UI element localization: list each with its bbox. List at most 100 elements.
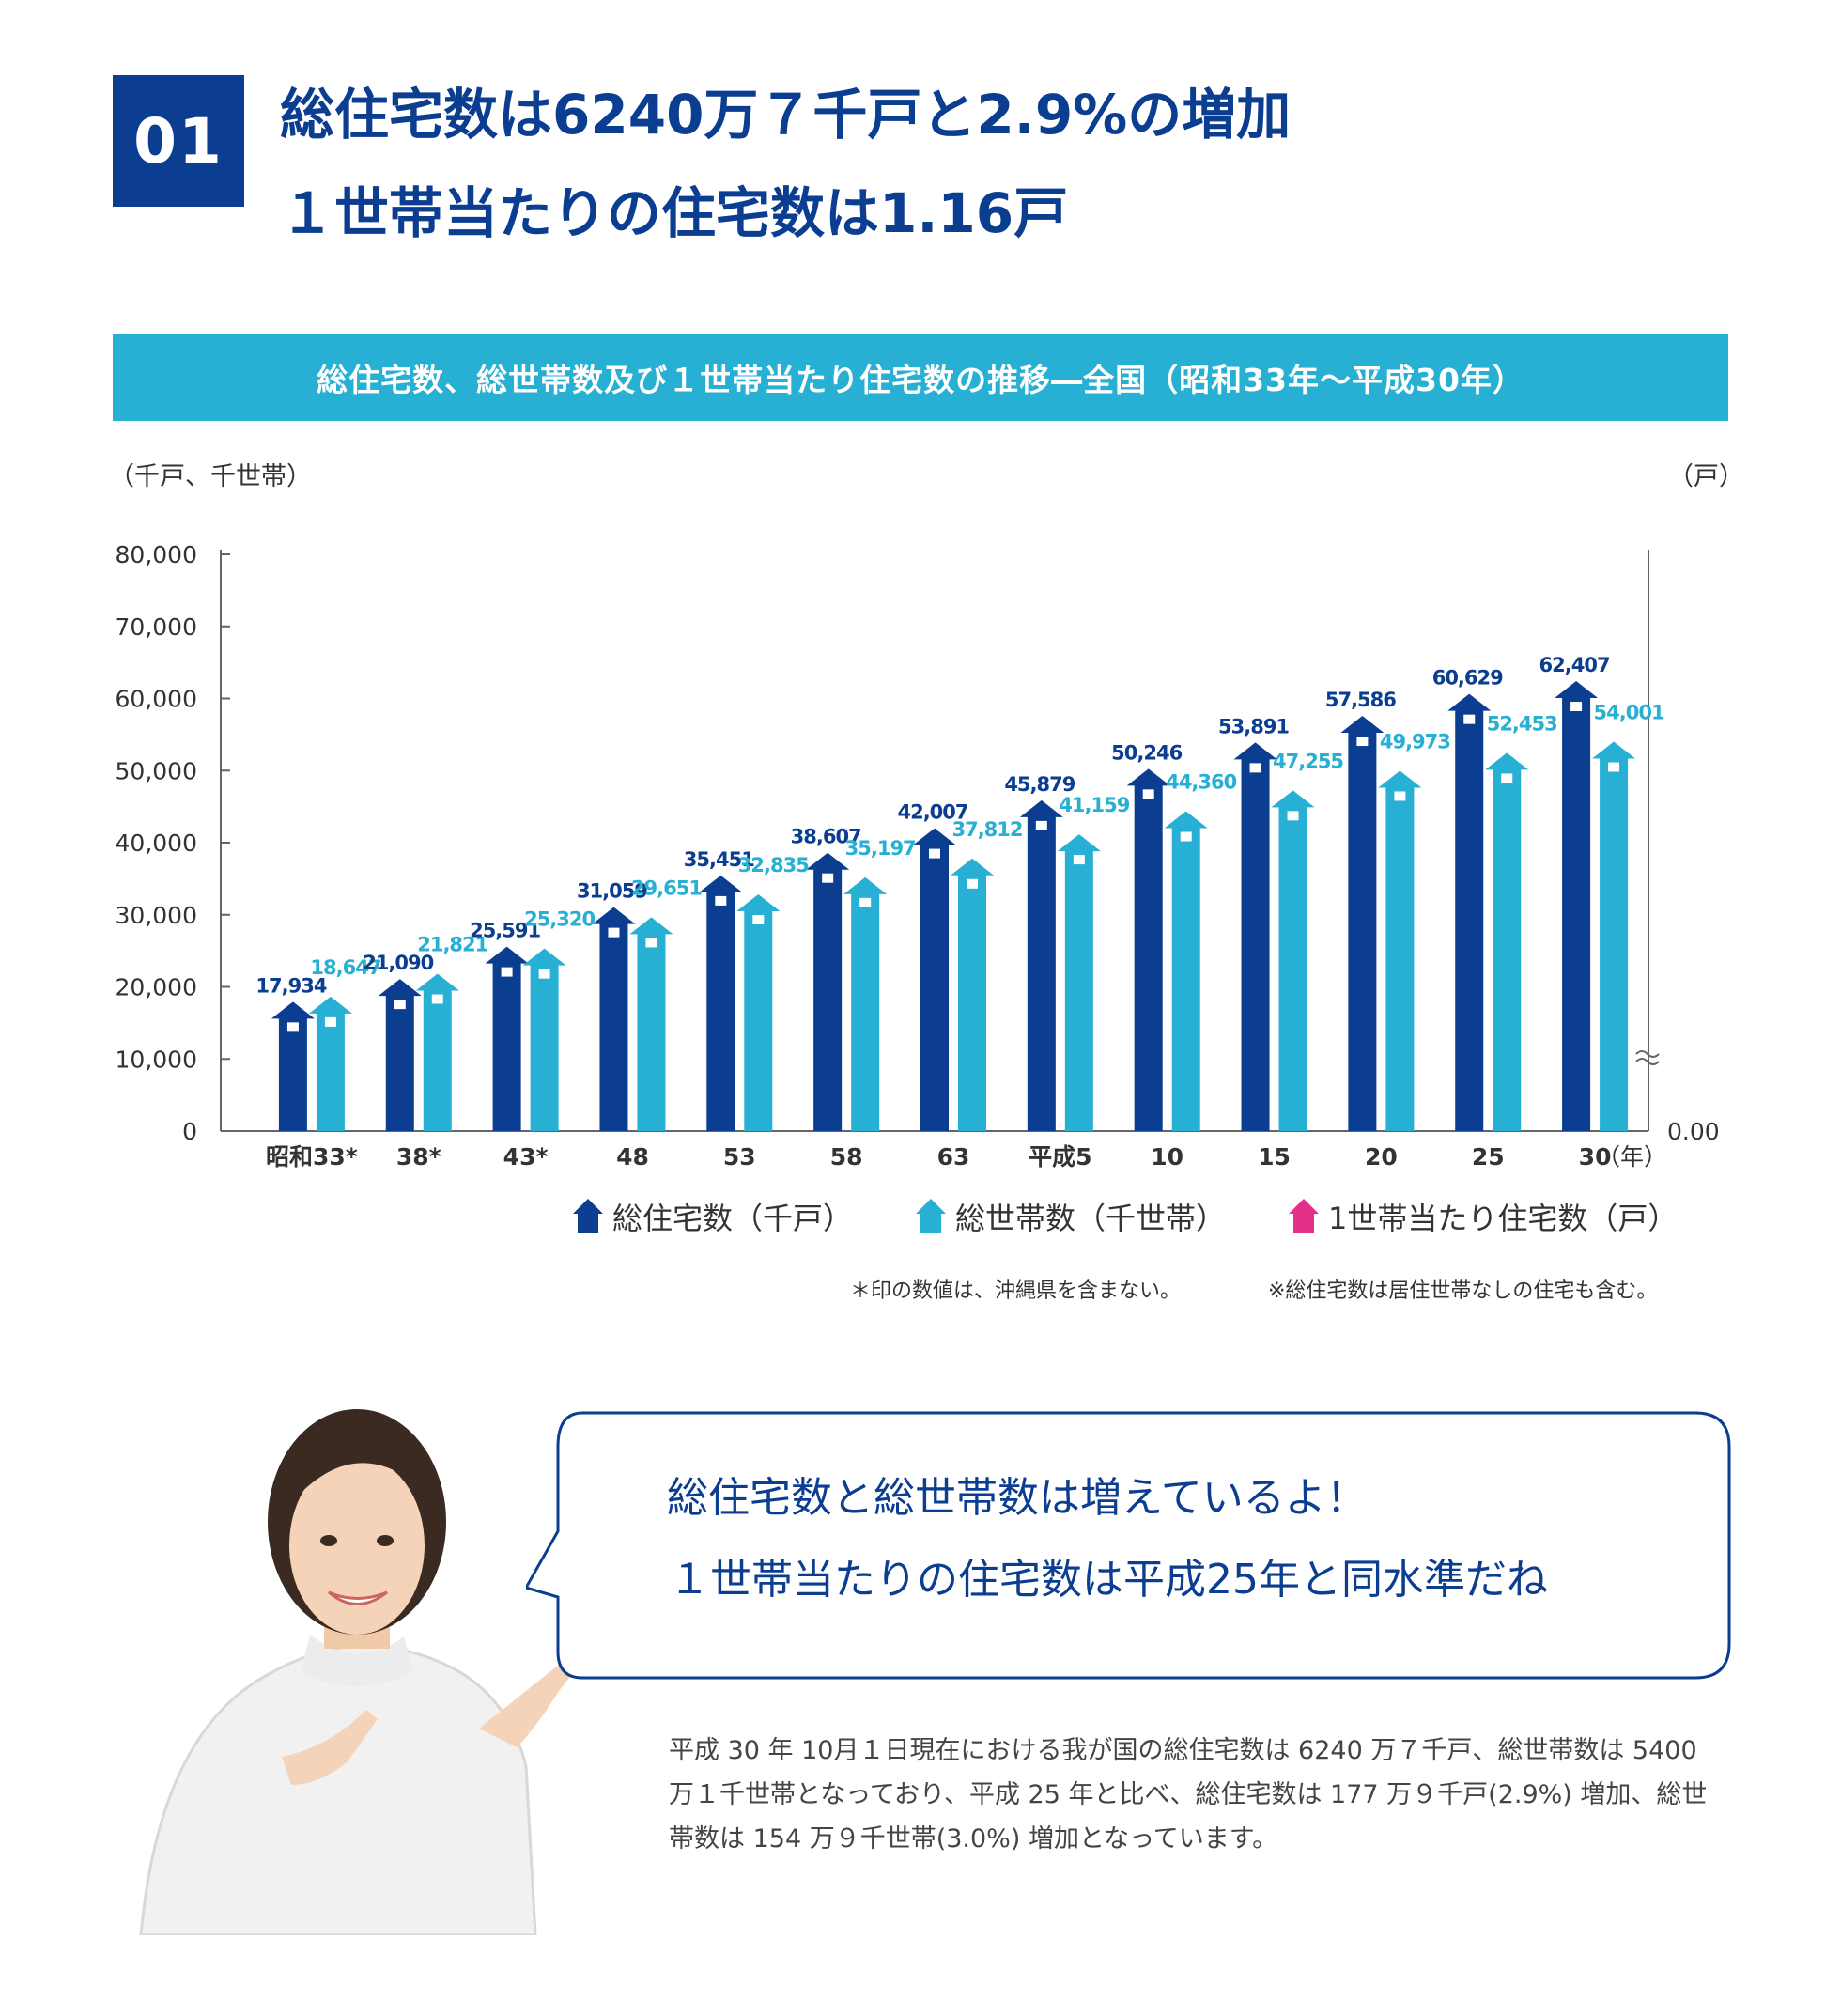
- household-value-label: 44,360: [1166, 771, 1236, 794]
- housing-bar: [1555, 681, 1599, 1131]
- housing-value-label: 25,591: [470, 920, 540, 942]
- housing-chart: （千戸、千世帯） （戸） 80,000 70,000 60,000 50,000 40,…: [109, 462, 1744, 1236]
- household-value-label: 54,001: [1594, 702, 1664, 724]
- bar-shape: [699, 875, 743, 1131]
- household-bar: [843, 876, 888, 1131]
- household-value-label: 37,812: [951, 818, 1022, 841]
- x-tick-label: 63: [937, 1143, 970, 1171]
- household-bar: [1485, 752, 1529, 1131]
- legend-item: 1世帯当たり住宅数（戸）: [1289, 1199, 1678, 1236]
- bar-window-icon: [967, 878, 978, 889]
- bar-shape: [1019, 799, 1063, 1131]
- bar-shape: [308, 996, 352, 1131]
- bar-shape: [1378, 770, 1422, 1131]
- housing-bar: [592, 907, 636, 1131]
- housing-value-label: 35,451: [684, 848, 754, 871]
- bar-window-icon: [1073, 855, 1085, 865]
- x-tick-label: 58: [830, 1143, 863, 1171]
- x-tick-label: 38*: [396, 1143, 441, 1171]
- housing-value-label: 31,059: [577, 880, 647, 903]
- bar-window-icon: [1287, 811, 1299, 821]
- bar-window-icon: [929, 848, 940, 859]
- right-tick-label: 0.00: [1667, 1118, 1720, 1145]
- footnote-housing: ※総住宅数は居住世帯なしの住宅も含む。: [1268, 1279, 1658, 1303]
- bar-shape: [271, 1001, 315, 1131]
- footnote-okinawa: ＊印の数値は、沖縄県を含まない。: [850, 1279, 1182, 1303]
- bar-window-icon: [501, 967, 513, 977]
- housing-bar: [271, 1001, 315, 1131]
- speech-line-1: 総住宅数と総世帯数は増えているよ！: [667, 1474, 1368, 1522]
- x-axis-unit: （年）: [1597, 1143, 1667, 1171]
- x-tick-label: 10: [1151, 1143, 1184, 1171]
- bar-window-icon: [859, 897, 872, 907]
- legend-label: 1世帯当たり住宅数（戸）: [1328, 1201, 1678, 1236]
- bar-window-icon: [538, 969, 550, 979]
- axis-break-mark: [1635, 1050, 1660, 1065]
- housing-bar: [1447, 693, 1492, 1131]
- right-axis-unit: （戸）: [1668, 462, 1744, 491]
- legend-label: 総世帯数（千世帯）: [955, 1201, 1226, 1236]
- housing-bar: [806, 852, 850, 1131]
- household-bar: [1271, 790, 1315, 1131]
- household-bar: [1378, 770, 1422, 1131]
- bar-window-icon: [1463, 714, 1476, 724]
- household-bar: [522, 948, 566, 1131]
- legend-house-icon: [1289, 1199, 1319, 1233]
- household-bar: [1164, 811, 1208, 1131]
- bar-shape: [592, 907, 636, 1131]
- bar-window-icon: [715, 895, 727, 906]
- household-value-label: 18,647: [310, 956, 380, 979]
- woman-pointing-illustration: [139, 1409, 601, 1935]
- summary-paragraph: 平成 30 年 10月１日現在における我が国の総住宅数は 6240 万７千戸、総…: [669, 1736, 1708, 1853]
- legend-house-icon: [573, 1199, 603, 1233]
- bar-shape: [378, 979, 422, 1131]
- bar-window-icon: [394, 1000, 406, 1010]
- household-value-label: 47,255: [1273, 750, 1343, 772]
- speech-bubble: 総住宅数と総世帯数は増えているよ！ １世帯当たりの住宅数は平成25年と同水準だね: [526, 1409, 1733, 1682]
- housing-bar: [1340, 716, 1385, 1131]
- x-tick-label: 48: [616, 1143, 649, 1171]
- bar-window-icon: [608, 927, 620, 938]
- bar-window-icon: [645, 938, 658, 948]
- x-tick-label: 43*: [503, 1143, 549, 1171]
- housing-value-label: 21,090: [363, 952, 433, 974]
- speech-line-2: １世帯当たりの住宅数は平成25年と同水準だね: [669, 1556, 1548, 1604]
- bar-shape: [415, 973, 459, 1131]
- bar-shape: [951, 858, 994, 1131]
- bar-window-icon: [286, 1022, 299, 1032]
- housing-bar: [1126, 768, 1170, 1131]
- household-value-label: 52,453: [1487, 712, 1557, 735]
- bar-shape: [913, 828, 956, 1131]
- bar-window-icon: [1394, 791, 1406, 801]
- housing-value-label: 38,607: [791, 826, 861, 848]
- household-bar: [308, 996, 352, 1131]
- x-tick-label: 15: [1258, 1143, 1291, 1171]
- legend-item: 総世帯数（千世帯）: [916, 1199, 1226, 1236]
- x-tick-label: 25: [1472, 1143, 1505, 1171]
- x-tick-label: 昭和33*: [266, 1143, 358, 1171]
- bar-shape: [485, 946, 529, 1131]
- left-tick-label: 50,000: [116, 757, 197, 784]
- housing-value-label: 57,586: [1325, 689, 1396, 711]
- housing-value-label: 62,407: [1539, 654, 1610, 676]
- housing-bar: [913, 828, 956, 1131]
- bar-window-icon: [1249, 763, 1261, 773]
- bar-window-icon: [1142, 789, 1154, 799]
- bar-shape: [1447, 693, 1492, 1131]
- housing-bar: [485, 946, 529, 1131]
- bar-shape: [629, 917, 673, 1131]
- headline-line-1: 総住宅数は6240万７千戸と2.9%の増加: [280, 83, 1292, 147]
- bar-window-icon: [431, 994, 443, 1004]
- bar-shape: [843, 876, 888, 1131]
- legend-item: 総住宅数（千戸）: [573, 1199, 853, 1236]
- bar-window-icon: [1180, 831, 1192, 842]
- section-number-badge: 01: [113, 75, 244, 207]
- bar-shape: [1057, 834, 1101, 1131]
- bar-window-icon: [1356, 737, 1369, 747]
- left-tick-label: 20,000: [116, 974, 197, 1001]
- household-value-label: 21,821: [417, 934, 487, 956]
- housing-bar: [1233, 742, 1277, 1131]
- left-tick-label: 0: [182, 1118, 197, 1145]
- housing-bar: [378, 979, 422, 1131]
- housing-value-label: 42,007: [897, 801, 967, 824]
